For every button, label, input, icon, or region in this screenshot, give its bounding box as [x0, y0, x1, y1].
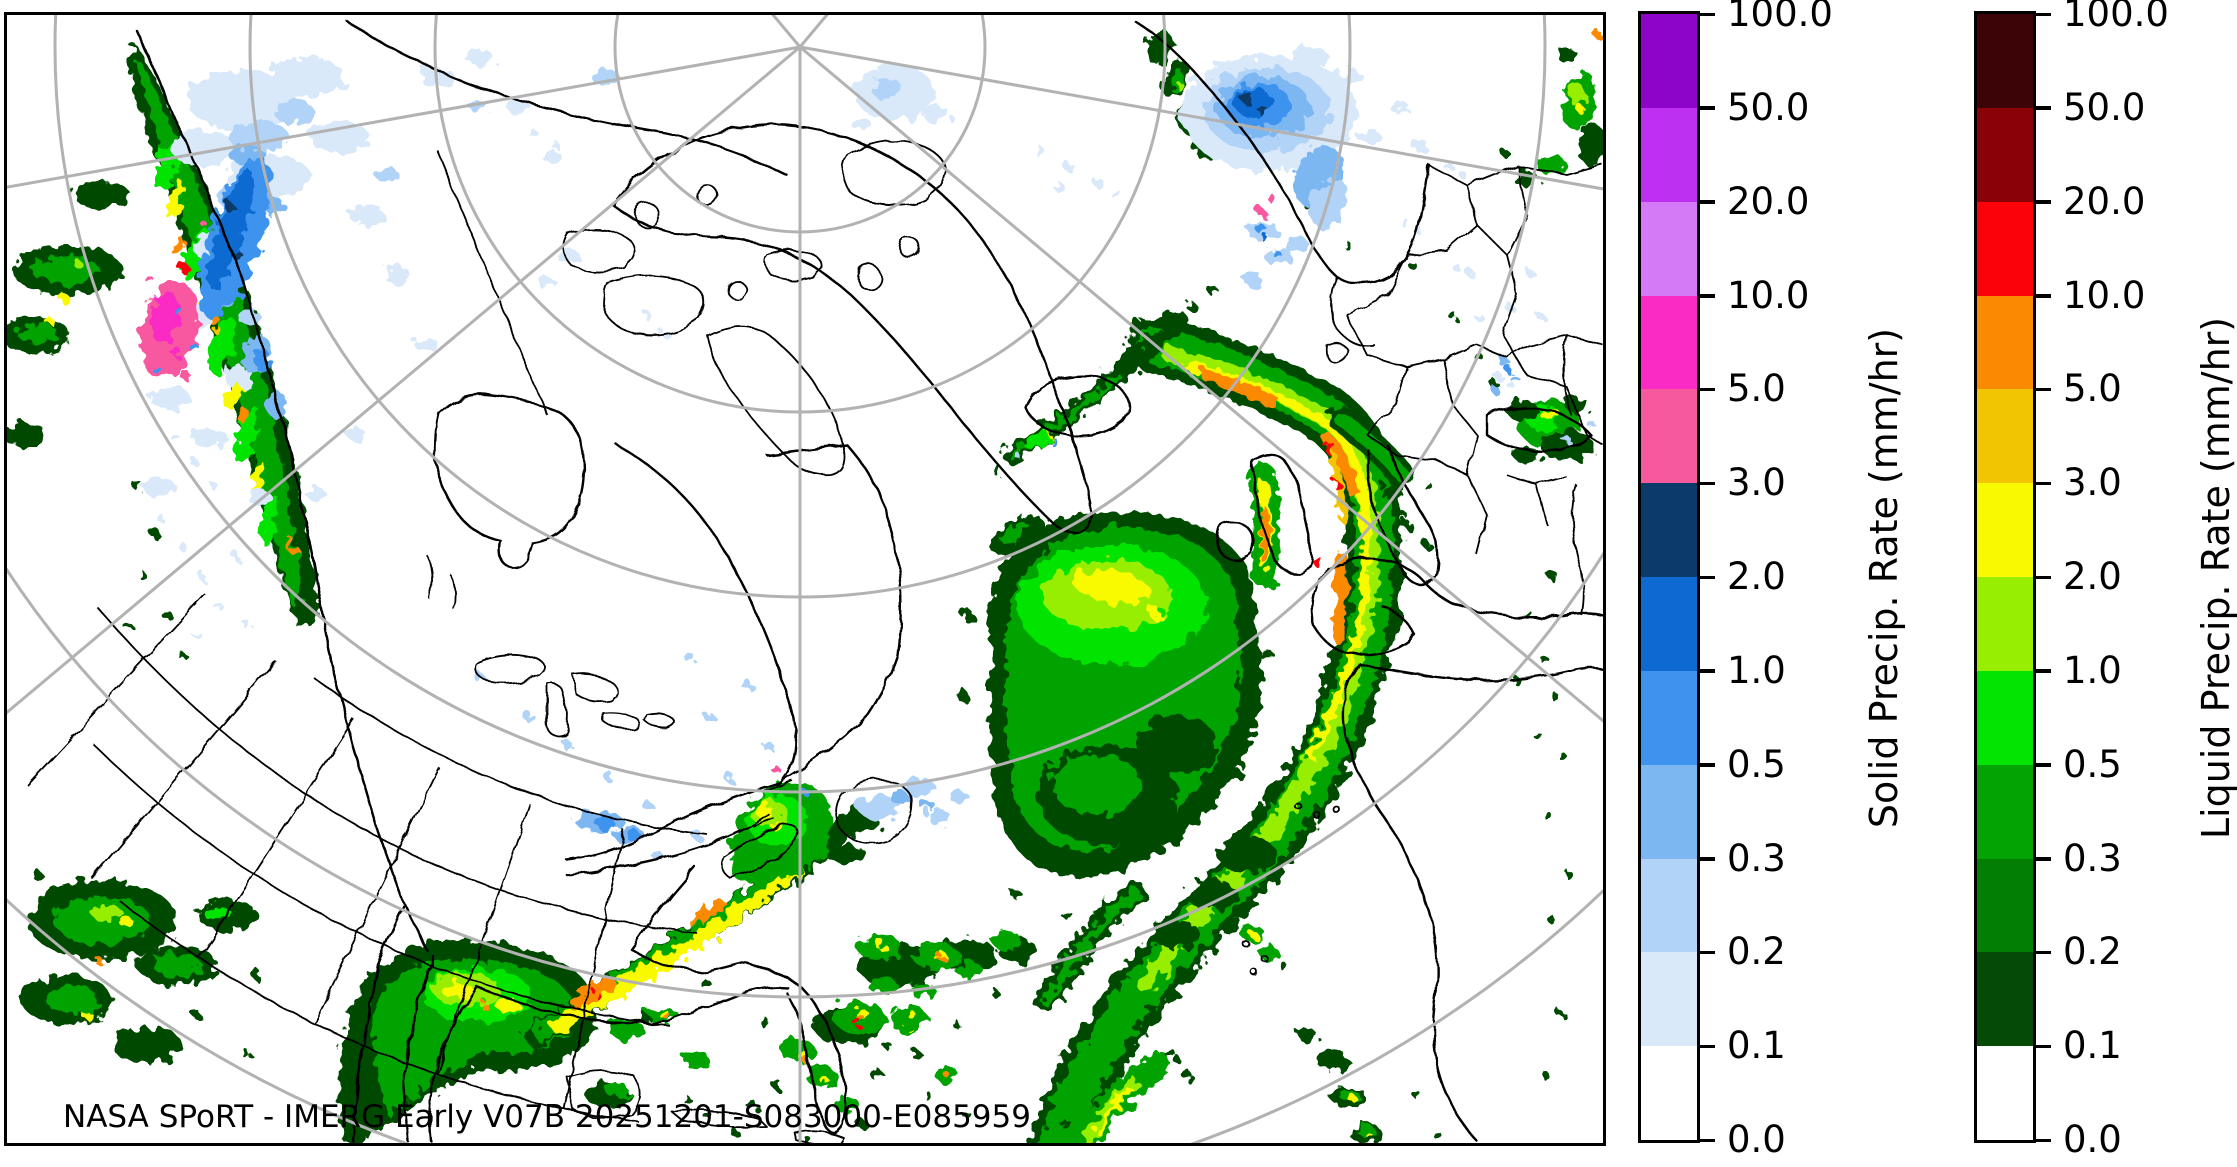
solid-colorbar: 0.0 0.1 0.2 0.3 0.5 1.0 2.0 3.0 5.0 10.0 20.0 50.0 1…: [1638, 0, 1833, 1161]
colorbar-tick: [2036, 481, 2051, 486]
colorbar-tick-label: 0.5: [1727, 742, 1786, 786]
colorbar-tick-label: 0.5: [2063, 742, 2122, 786]
graticule-gridlines: [7, 15, 1603, 1143]
colorbar-segment: [1641, 858, 1697, 953]
colorbar-segment: [1977, 1046, 2033, 1140]
colorbar-tick-label: 3.0: [2063, 461, 2122, 505]
colorbar-tick-label: 2.0: [2063, 555, 2122, 598]
liquid-colorbar: 0.0 0.1 0.2 0.3 0.5 1.0 2.0 3.0 5.0 10.0 20.0 50.0 1…: [1974, 0, 2169, 1161]
colorbar-segment: [1977, 952, 2033, 1047]
colorbar-tick: [2036, 1044, 2051, 1049]
colorbar-tick: [1700, 1138, 1715, 1142]
colorbar-segment: [1977, 389, 2033, 484]
colorbar-tick-label: 100.0: [1727, 0, 1833, 35]
colorbar-tick: [2036, 200, 2051, 204]
colorbar-tick: [1700, 294, 1715, 298]
colorbar-tick-label: 10.0: [2063, 273, 2146, 317]
colorbar-tick: [1700, 12, 1715, 16]
colorbar-segment: [1641, 670, 1697, 765]
colorbar-segment: [1641, 1046, 1697, 1140]
colorbar-tick-label: 20.0: [2063, 179, 2146, 223]
colorbar-tick: [1700, 575, 1715, 579]
colorbar-tick: [1700, 669, 1715, 673]
colorbar-segment: [1977, 577, 2033, 671]
colorbar-segment: [1641, 295, 1697, 390]
colorbar-tick: [2036, 575, 2051, 579]
colorbar-tick-label: 0.3: [2063, 836, 2122, 880]
colorbar-segment: [1641, 577, 1697, 671]
colorbar-segment: [1977, 295, 2033, 390]
colorbar-segment: [1977, 858, 2033, 953]
colorbar-tick: [2036, 950, 2051, 955]
colorbar-segment: [1641, 107, 1697, 202]
colorbar-segment: [1977, 764, 2033, 859]
colorbar-tick-label: 2.0: [1727, 555, 1786, 598]
colorbar-tick-label: 0.0: [1727, 1118, 1786, 1161]
coastlines: [26, 19, 1603, 1143]
colorbar-tick: [1700, 387, 1715, 392]
solid-precip-layer: [139, 47, 1596, 860]
colorbar-segment: [1977, 201, 2033, 296]
colorbar-tick-label: 0.2: [1727, 930, 1786, 974]
colorbar-segment: [1977, 670, 2033, 765]
liquid-colorbar-title: Liquid Precip. Rate (mm/hr): [2194, 316, 2237, 840]
colorbar-segment: [1977, 107, 2033, 202]
colorbar-tick-label: 100.0: [2063, 0, 2169, 35]
colorbar-tick-label: 0.2: [2063, 930, 2122, 974]
colorbar-tick-label: 20.0: [1727, 179, 1810, 223]
colorbar-segment: [1977, 483, 2033, 578]
colorbar-tick: [1700, 1044, 1715, 1049]
map-panel: NASA SPoRT - IMERG Early V07B 20251201-S…: [4, 12, 1606, 1146]
colorbar-tick: [2036, 1138, 2051, 1142]
colorbar-tick: [1700, 481, 1715, 486]
colorbar-tick: [2036, 106, 2051, 110]
colorbar-tick-label: 1.0: [1727, 648, 1786, 692]
colorbar-tick-label: 5.0: [1727, 367, 1786, 411]
colorbar-segment: [1641, 201, 1697, 296]
colorbar-tick: [2036, 294, 2051, 298]
colorbar-tick: [1700, 950, 1715, 955]
colorbar-tick-label: 3.0: [1727, 461, 1786, 505]
colorbar-tick: [1700, 763, 1715, 767]
colorbar-tick: [1700, 857, 1715, 861]
colorbar-tick-label: 50.0: [1727, 85, 1810, 129]
colorbar-tick-label: 5.0: [2063, 367, 2122, 411]
liquid-colorbar-track: [1977, 14, 2033, 1140]
colorbar-tick-label: 0.1: [2063, 1024, 2122, 1068]
colorbar-tick: [2036, 387, 2051, 392]
colorbar-segment: [1641, 389, 1697, 484]
colorbar-tick-label: 0.0: [2063, 1118, 2122, 1161]
colorbar-tick: [1700, 200, 1715, 204]
colorbar-tick: [2036, 669, 2051, 673]
solid-colorbar-track: [1641, 14, 1697, 1140]
colorbar-tick: [2036, 763, 2051, 767]
colorbar-tick-label: 50.0: [2063, 85, 2146, 129]
colorbar-segment: [1641, 14, 1697, 108]
map-svg: NASA SPoRT - IMERG Early V07B 20251201-S…: [7, 15, 1603, 1143]
colorbar-tick-label: 1.0: [2063, 648, 2122, 692]
colorbar-tick: [1700, 106, 1715, 110]
colorbar-tick-label: 0.1: [1727, 1024, 1786, 1068]
colorbar-tick-label: 10.0: [1727, 273, 1810, 317]
colorbar-segment: [1641, 483, 1697, 578]
map-title: NASA SPoRT - IMERG Early V07B 20251201-S…: [63, 1099, 1031, 1135]
colorbar-tick-label: 0.3: [1727, 836, 1786, 880]
colorbar-segment: [1641, 764, 1697, 859]
colorbar-tick: [2036, 12, 2051, 16]
solid-colorbar-title: Solid Precip. Rate (mm/hr): [1862, 327, 1906, 829]
colorbar-tick: [2036, 857, 2051, 861]
colorbar-segment: [1641, 952, 1697, 1047]
colorbar-segment: [1977, 14, 2033, 108]
